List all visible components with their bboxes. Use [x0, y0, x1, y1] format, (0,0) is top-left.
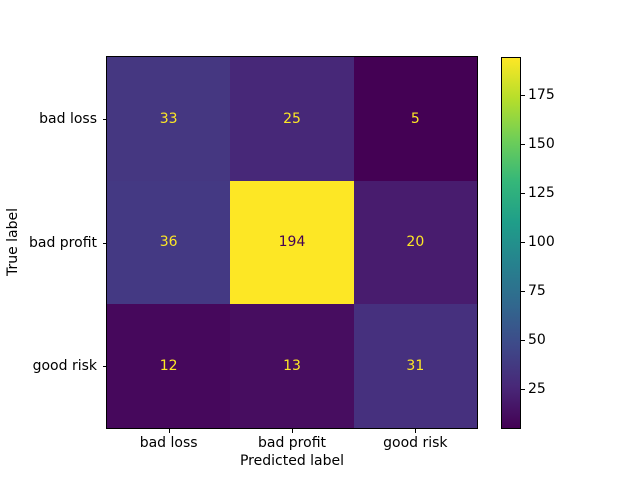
tick-mark: [168, 429, 170, 433]
tick-mark: [103, 366, 107, 368]
colorbar-tick-mark: [521, 290, 525, 292]
cell-value: 5: [410, 110, 420, 127]
cell-value: 12: [159, 358, 178, 375]
tick-mark: [103, 118, 107, 120]
tick-mark: [292, 429, 293, 433]
heatmap-cell: 12: [107, 304, 231, 428]
cell-value: 25: [283, 110, 301, 127]
cell-value: 194: [278, 234, 306, 251]
colorbar: [501, 57, 521, 429]
colorbar-tick-mark: [521, 193, 525, 195]
colorbar-tick-label: 100: [528, 234, 555, 251]
heatmap-cell: 20: [353, 180, 477, 305]
heatmap-cell: 33: [107, 57, 231, 181]
cell-value: 36: [159, 234, 178, 251]
x-axis-label: Predicted label: [239, 453, 345, 469]
colorbar-tick-label: 125: [528, 185, 555, 202]
cell-value: 20: [406, 234, 425, 251]
tick-mark: [103, 242, 107, 244]
tick-mark: [415, 429, 417, 433]
confusion-matrix-heatmap: 33 25 5 36 194 20 12 13 31: [106, 56, 478, 429]
y-tick-label: good risk: [32, 358, 97, 375]
heatmap-cell: 25: [230, 57, 354, 181]
colorbar-tick-label: 50: [528, 331, 546, 348]
colorbar-tick-mark: [521, 388, 525, 390]
x-tick-label: bad profit: [257, 435, 326, 451]
heatmap-cell: 31: [353, 304, 477, 428]
heatmap-cell: 36: [107, 180, 231, 305]
colorbar-tick-mark: [521, 339, 525, 341]
heatmap-cell: 194: [230, 180, 354, 305]
colorbar-tick-label: 175: [528, 87, 555, 104]
heatmap-cell: 13: [230, 304, 354, 428]
colorbar-tick-mark: [521, 95, 525, 97]
colorbar-tick-mark: [521, 242, 525, 244]
colorbar-tick-label: 25: [528, 380, 546, 397]
colorbar-tick-label: 75: [528, 282, 546, 299]
y-tick-label: bad loss: [39, 110, 97, 127]
heatmap-cell: 5: [353, 57, 477, 181]
colorbar-tick-mark: [521, 144, 525, 146]
x-tick-label: good risk: [383, 435, 448, 451]
x-tick-label: bad loss: [139, 435, 198, 451]
y-tick-label: bad profit: [28, 234, 97, 251]
cell-value: 31: [406, 358, 425, 375]
cell-value: 13: [283, 358, 301, 375]
colorbar-tick-label: 150: [528, 136, 555, 153]
cell-value: 33: [159, 110, 178, 127]
